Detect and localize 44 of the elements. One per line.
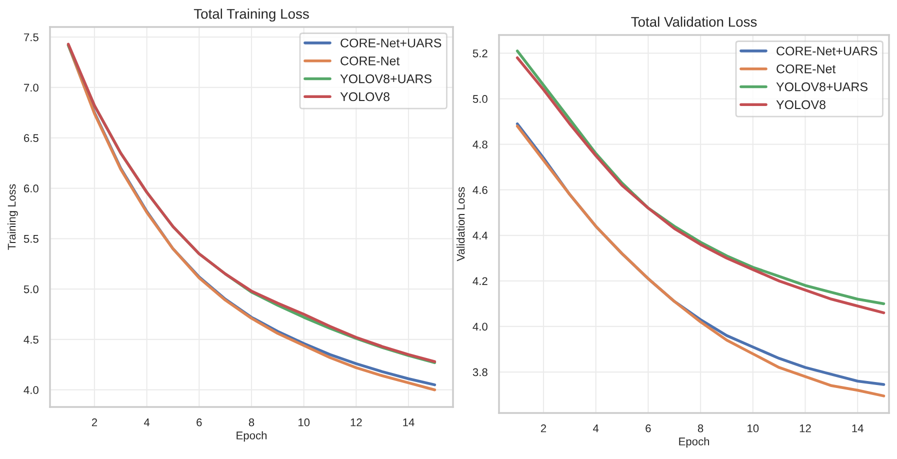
- legend-label: CORE-Net+UARS: [340, 38, 442, 48]
- y-tick-label: 4.5: [24, 336, 38, 344]
- y-axis-title: Validation Loss: [456, 187, 465, 262]
- y-tick-label: 4.4: [472, 232, 488, 240]
- y-tick-label: 3.8: [472, 368, 488, 376]
- legend-label: CORE-Net+UARS: [776, 46, 878, 56]
- x-tick-label: 6: [646, 424, 651, 432]
- x-tick-label: 2: [540, 424, 546, 432]
- y-tick-label: 7.5: [24, 33, 38, 42]
- y-tick-label: 4.6: [472, 186, 488, 194]
- x-tick-label: 10: [298, 418, 310, 426]
- legend-label: CORE-Net: [776, 64, 836, 74]
- chart-title: Total Training Loss: [194, 8, 309, 22]
- y-tick-label: 4.0: [472, 322, 488, 331]
- x-tick-label: 4: [144, 418, 150, 426]
- x-tick-label: 12: [350, 418, 362, 426]
- legend-label: YOLOV8+UARS: [340, 74, 432, 84]
- y-tick-label: 7.0: [24, 84, 38, 92]
- legend-label: YOLOV8: [340, 92, 390, 102]
- x-tick-label: 8: [248, 418, 254, 426]
- x-tick-label: 10: [748, 424, 759, 432]
- x-axis-title: Epoch: [236, 431, 267, 442]
- legend-label: YOLOV8: [776, 100, 826, 110]
- y-tick-label: 4.0: [24, 386, 38, 394]
- y-tick-label: 5.0: [472, 95, 488, 103]
- x-tick-label: 2: [92, 418, 98, 426]
- x-tick-label: 6: [196, 418, 202, 426]
- legend-label: CORE-Net: [340, 56, 400, 66]
- y-tick-label: 6.0: [24, 184, 38, 192]
- y-tick-label: 5.5: [24, 235, 38, 243]
- chart-title: Total Validation Loss: [631, 16, 757, 27]
- x-tick-label: 14: [403, 418, 414, 426]
- y-axis-title: Training Loss: [8, 184, 18, 250]
- x-tick-label: 14: [852, 424, 864, 432]
- y-tick-label: 4.2: [472, 277, 488, 285]
- y-tick-label: 6.5: [24, 134, 38, 142]
- x-tick-label: 4: [593, 424, 599, 432]
- x-axis-title: Epoch: [679, 437, 710, 448]
- legend-label: YOLOV8+UARS: [776, 82, 868, 92]
- y-tick-label: 5.0: [24, 285, 38, 294]
- x-tick-label: 12: [800, 424, 811, 432]
- y-tick-label: 4.8: [472, 140, 488, 148]
- x-tick-label: 8: [698, 424, 704, 432]
- y-tick-label: 5.2: [472, 49, 488, 58]
